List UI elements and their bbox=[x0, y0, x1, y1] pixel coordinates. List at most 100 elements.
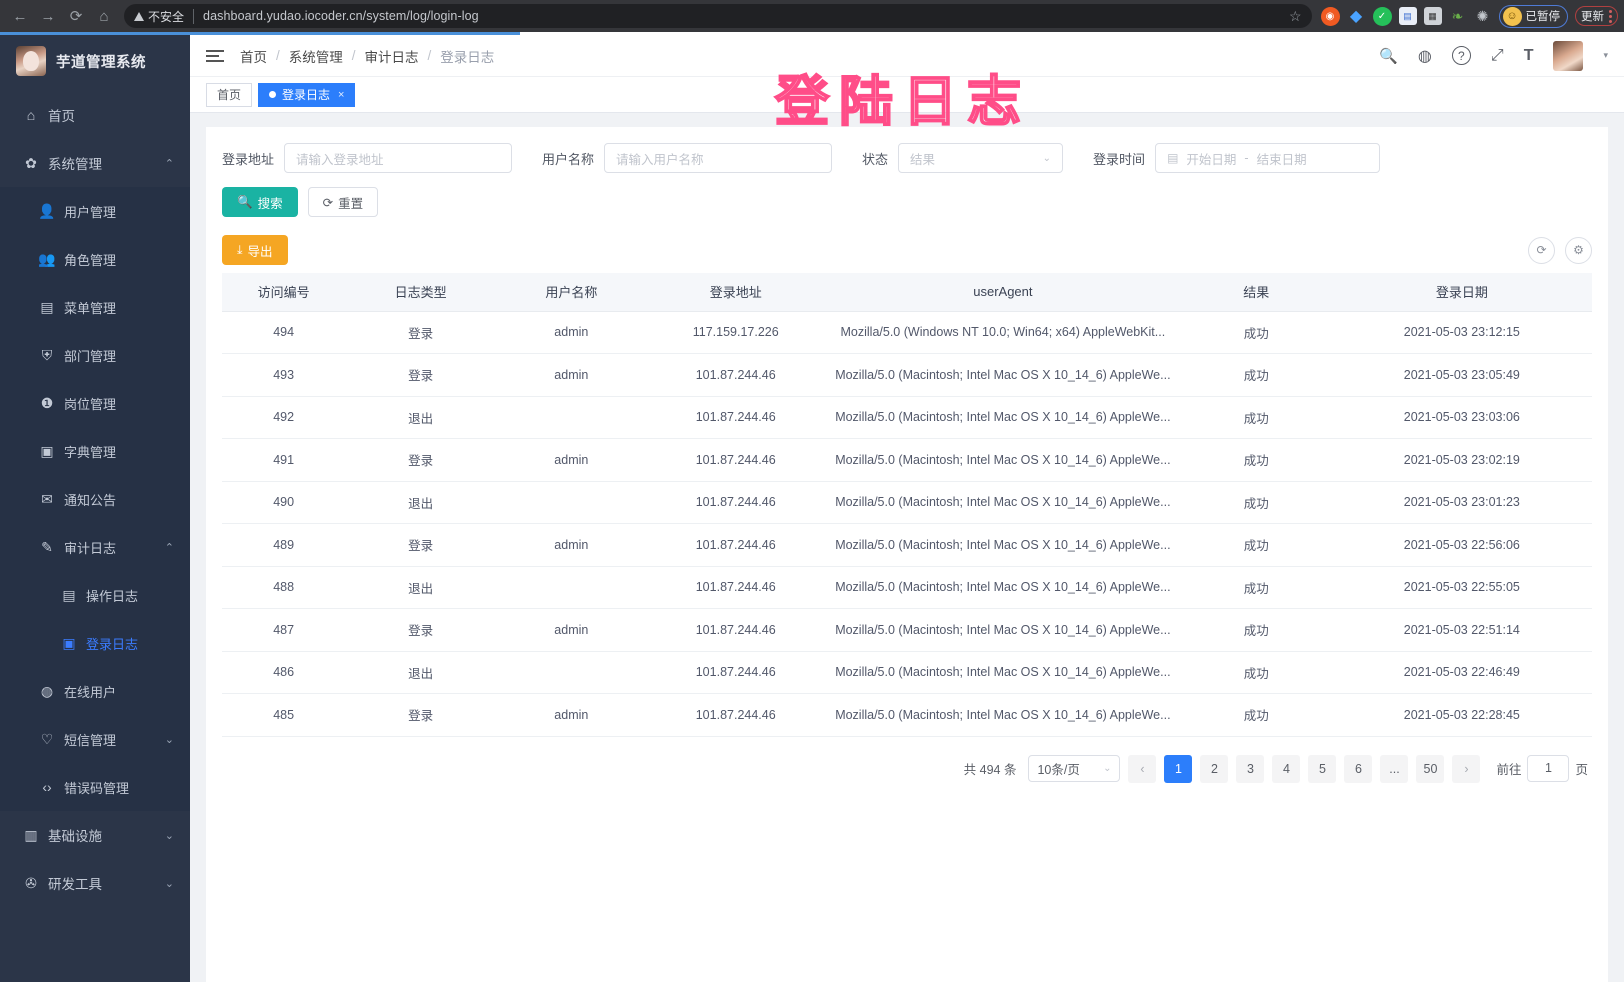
reload-icon[interactable]: ⟳ bbox=[69, 8, 83, 25]
prev-page-button[interactable]: ‹ bbox=[1128, 754, 1157, 783]
tab-login-log[interactable]: 登录日志 × bbox=[258, 82, 356, 107]
table-row[interactable]: 488 退出 101.87.244.46 Mozilla/5.0 (Macintosh… bbox=[222, 566, 1592, 609]
next-page-button[interactable]: › bbox=[1452, 754, 1481, 783]
table-row[interactable]: 486 退出 101.87.244.46 Mozilla/5.0 (Macintosh… bbox=[222, 651, 1592, 694]
sidebar-item-operation-log[interactable]: ▤ 操作日志 bbox=[0, 571, 190, 619]
github-icon[interactable]: ◍ bbox=[1417, 47, 1432, 65]
sidebar-item-home[interactable]: ⌂ 首页 bbox=[0, 91, 190, 139]
chevron-up-icon[interactable]: ⌃ bbox=[164, 157, 174, 170]
sidebar-item-sms-mgmt[interactable]: ♡ 短信管理 ⌄ bbox=[0, 715, 190, 763]
th-user[interactable]: 用户名称 bbox=[495, 273, 647, 312]
help-icon[interactable]: ? bbox=[1451, 46, 1471, 65]
paused-extension-pill[interactable]: ☺ 已暂停 bbox=[1498, 4, 1568, 28]
text-size-icon[interactable]: T bbox=[1523, 46, 1534, 64]
chevron-down-icon[interactable]: ⌄ bbox=[164, 733, 174, 746]
gear-gray-extension-icon[interactable]: ✺ bbox=[1476, 7, 1489, 24]
sidebar-item-dict-mgmt[interactable]: ▣ 字典管理 bbox=[0, 427, 190, 475]
sidebar-item-login-log[interactable]: ▣ 登录日志 bbox=[0, 619, 190, 667]
sidebar-item-label: 操作日志 bbox=[86, 588, 139, 604]
green-leaf-extension-icon[interactable]: ❧ bbox=[1451, 7, 1464, 24]
brand[interactable]: 芋道管理系统 bbox=[0, 35, 190, 87]
page-button-5[interactable]: 5 bbox=[1308, 754, 1337, 783]
breadcrumb-item-home[interactable]: 首页 bbox=[240, 49, 267, 65]
refresh-table-icon[interactable]: ⟳ bbox=[1528, 236, 1555, 264]
page-button-3[interactable]: 3 bbox=[1236, 754, 1265, 783]
close-icon[interactable]: × bbox=[338, 88, 345, 101]
th-date[interactable]: 登录日期 bbox=[1331, 273, 1592, 312]
page-button-4[interactable]: 4 bbox=[1272, 754, 1301, 783]
table-row[interactable]: 485 登录 admin 101.87.244.46 Mozilla/5.0 (Maci… bbox=[222, 693, 1592, 737]
username-input[interactable]: 请输入用户名称 bbox=[604, 143, 833, 173]
table-row[interactable]: 490 退出 101.87.244.46 Mozilla/5.0 (Macintosh… bbox=[222, 481, 1592, 524]
page-button-1[interactable]: 1 bbox=[1164, 754, 1193, 783]
home-icon[interactable]: ⌂ bbox=[99, 7, 109, 25]
start-date-input[interactable]: 开始日期 bbox=[1186, 152, 1237, 167]
table-row[interactable]: 489 登录 admin 101.87.244.46 Mozilla/5.0 (Maci… bbox=[222, 523, 1592, 567]
forward-icon[interactable]: → bbox=[40, 7, 56, 25]
chevron-up-icon[interactable]: ⌃ bbox=[164, 541, 174, 554]
page-ellipsis[interactable]: ... bbox=[1380, 754, 1409, 783]
chrome-menu-icon[interactable] bbox=[1609, 9, 1612, 23]
sidebar-item-menu-mgmt[interactable]: ▤ 菜单管理 bbox=[0, 283, 190, 331]
sidebar-item-post-mgmt[interactable]: ❶ 岗位管理 bbox=[0, 379, 190, 427]
tab-home[interactable]: 首页 bbox=[206, 82, 253, 107]
search-button[interactable]: 🔍 搜索 bbox=[222, 187, 298, 217]
breadcrumb-item-system[interactable]: 系统管理 bbox=[288, 49, 343, 65]
back-icon[interactable]: ← bbox=[12, 7, 28, 25]
bookmark-star-icon[interactable]: ☆ bbox=[1288, 7, 1302, 24]
orange-ring-extension-icon[interactable]: ◉ bbox=[1320, 6, 1340, 26]
column-settings-icon[interactable]: ⚙ bbox=[1565, 236, 1592, 264]
sidebar-item-infrastructure[interactable]: ▥ 基础设施 ⌄ bbox=[0, 811, 190, 859]
on-badge-extension-icon[interactable]: ▦ bbox=[1423, 7, 1442, 25]
login-address-input[interactable]: 请输入登录地址 bbox=[284, 143, 513, 173]
blue-diamond-extension-icon[interactable]: ◆ bbox=[1349, 8, 1363, 25]
status-select[interactable]: 结果 ⌄ bbox=[898, 143, 1064, 173]
search-icon[interactable]: 🔍 bbox=[1379, 47, 1398, 65]
sidebar-item-error-code[interactable]: ‹› 错误码管理 bbox=[0, 763, 190, 811]
sidebar-item-notice[interactable]: ✉ 通知公告 bbox=[0, 475, 190, 523]
sidebar-subgroup-system: 👤 用户管理 👥 角色管理 ▤ 菜单管理 ⛨ 部门管理 ❶ 岗位管理 bbox=[0, 187, 190, 811]
update-pill[interactable]: 更新 bbox=[1575, 6, 1618, 26]
end-date-input[interactable]: 结束日期 bbox=[1256, 152, 1307, 167]
login-time-range-picker[interactable]: ▤ 开始日期 - 结束日期 bbox=[1155, 143, 1381, 173]
export-button[interactable]: ⤓ 导出 bbox=[222, 235, 288, 265]
th-type[interactable]: 日志类型 bbox=[345, 273, 496, 312]
jump-page-input[interactable]: 1 bbox=[1527, 755, 1570, 782]
reset-button[interactable]: ⟳ 重置 bbox=[307, 187, 379, 217]
table-row[interactable]: 493 登录 admin 101.87.244.46 Mozilla/5.0 (Maci… bbox=[222, 353, 1592, 397]
page-button-6[interactable]: 6 bbox=[1344, 754, 1373, 783]
chevron-down-icon[interactable]: ⌄ bbox=[164, 877, 174, 890]
avatar[interactable] bbox=[1553, 40, 1584, 71]
page-button-50[interactable]: 50 bbox=[1416, 754, 1445, 783]
sidebar-item-online-user[interactable]: ◍ 在线用户 bbox=[0, 667, 190, 715]
fullscreen-icon[interactable]: ⤢ bbox=[1490, 46, 1504, 64]
th-id[interactable]: 访问编号 bbox=[222, 273, 346, 312]
sidebar-item-user-mgmt[interactable]: 👤 用户管理 bbox=[0, 187, 190, 235]
table-row[interactable]: 494 登录 admin 117.159.17.226 Mozilla/5.0 (Win… bbox=[222, 311, 1592, 354]
table-row[interactable]: 487 登录 admin 101.87.244.46 Mozilla/5.0 (Maci… bbox=[222, 608, 1592, 652]
cell-result: 成功 bbox=[1180, 523, 1332, 567]
sidebar-item-devtools[interactable]: ✇ 研发工具 ⌄ bbox=[0, 859, 190, 907]
url-text: dashboard.yudao.iocoder.cn/system/log/lo… bbox=[203, 9, 479, 23]
table-row[interactable]: 492 退出 101.87.244.46 Mozilla/5.0 (Macintosh… bbox=[222, 396, 1592, 439]
address-bar[interactable]: 不安全 dashboard.yudao.iocoder.cn/system/lo… bbox=[124, 4, 1312, 28]
sidebar-item-dept-mgmt[interactable]: ⛨ 部门管理 bbox=[0, 331, 190, 379]
sidebar-item-system[interactable]: ✿ 系统管理 ⌃ bbox=[0, 139, 190, 187]
th-result[interactable]: 结果 bbox=[1180, 273, 1332, 312]
jump-prefix-label: 前往 bbox=[1496, 763, 1522, 777]
green-check-extension-icon[interactable]: ✓ bbox=[1372, 6, 1392, 26]
sidebar-item-role-mgmt[interactable]: 👥 角色管理 bbox=[0, 235, 190, 283]
blue-doc-extension-icon[interactable]: ▤ bbox=[1398, 7, 1417, 25]
page-button-2[interactable]: 2 bbox=[1200, 754, 1229, 783]
chevron-down-icon[interactable]: ▾ bbox=[1603, 50, 1608, 60]
sidebar-item-audit-log[interactable]: ✎ 审计日志 ⌃ bbox=[0, 523, 190, 571]
table-row[interactable]: 491 登录 admin 101.87.244.46 Mozilla/5.0 (Maci… bbox=[222, 438, 1592, 482]
th-address[interactable]: 登录地址 bbox=[646, 273, 825, 312]
th-useragent[interactable]: userAgent bbox=[824, 273, 1181, 312]
sidebar-toggle-icon[interactable] bbox=[206, 49, 224, 62]
chevron-down-icon[interactable]: ⌄ bbox=[164, 829, 174, 842]
cell-user bbox=[495, 566, 647, 609]
page-size-select[interactable]: 10条/页 ⌄ bbox=[1028, 755, 1121, 782]
cell-date: 2021-05-03 22:51:14 bbox=[1331, 608, 1592, 652]
breadcrumb-item-audit[interactable]: 审计日志 bbox=[364, 49, 419, 65]
